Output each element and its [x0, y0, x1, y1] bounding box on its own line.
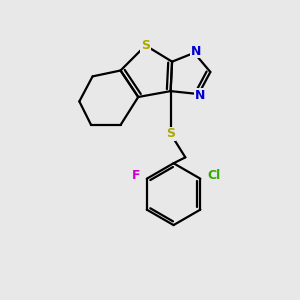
- Text: S: S: [141, 39, 150, 52]
- Text: Cl: Cl: [207, 169, 220, 182]
- Text: N: N: [195, 89, 205, 102]
- Text: N: N: [190, 45, 201, 58]
- Text: F: F: [132, 169, 141, 182]
- Text: S: S: [166, 127, 175, 140]
